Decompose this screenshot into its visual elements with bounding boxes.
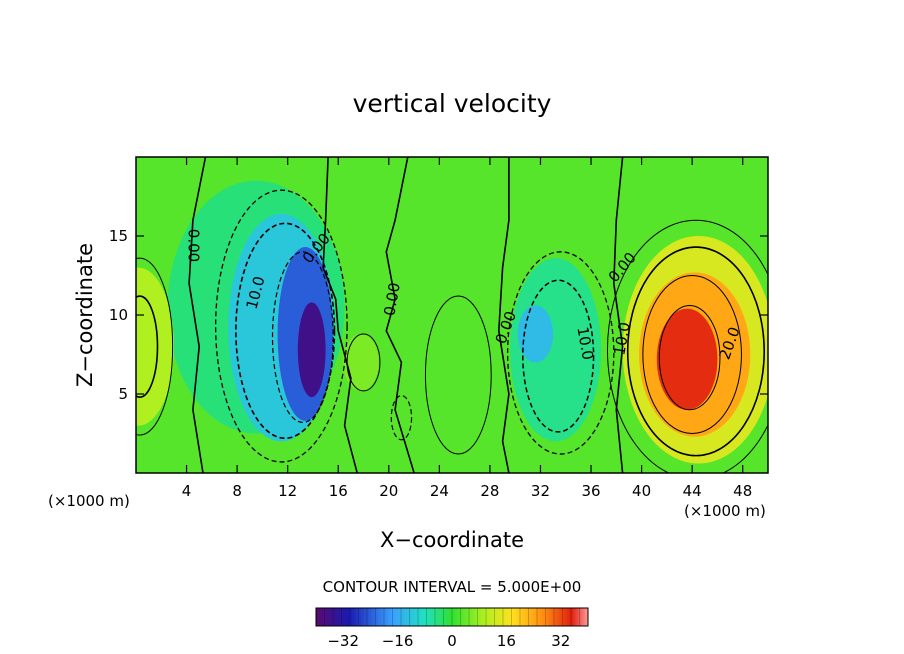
x-tick-label: 48 xyxy=(733,482,752,500)
colorbar-tick-label: 32 xyxy=(551,632,570,650)
contour-line-6 xyxy=(626,246,766,457)
field-region-10 xyxy=(343,333,379,391)
zero-contour-3 xyxy=(497,157,510,473)
x-tick-label: 12 xyxy=(278,482,297,500)
colorbar-gradient xyxy=(315,607,589,627)
contour-line-7 xyxy=(642,275,742,434)
colorbar-segments xyxy=(315,608,589,626)
contour-lines xyxy=(136,157,768,473)
x-tick-label: 40 xyxy=(632,482,651,500)
x-tick-label: 20 xyxy=(379,482,398,500)
y-tick-label: 15 xyxy=(109,227,128,245)
y-tick-label: 10 xyxy=(109,306,128,324)
contour-line-2 xyxy=(271,251,334,424)
x-ticks: 4 8 12 16 20 24 28 32 36 40 44 48 xyxy=(182,157,752,500)
zero-contour-2 xyxy=(385,157,415,473)
colorbar-tick-label: −16 xyxy=(382,632,414,650)
contour-line-10 xyxy=(136,295,159,398)
field-region-9 xyxy=(136,267,174,426)
zero-contour-0 xyxy=(188,157,207,473)
colorbar-ticks: −32 −16 0 16 32 xyxy=(327,632,570,650)
colorbar-tick-label: −32 xyxy=(327,632,359,650)
x-axis-label: X−coordinate xyxy=(380,528,524,552)
x-tick-label: 8 xyxy=(232,482,242,500)
field-region-3 xyxy=(297,302,326,398)
x-tick-label: 24 xyxy=(430,482,449,500)
x-tick-label: 16 xyxy=(329,482,348,500)
x-tick-label: 44 xyxy=(683,482,702,500)
colorbar: −32 −16 0 16 32 xyxy=(315,607,589,650)
x-unit-right: (×1000 m) xyxy=(684,502,766,520)
contour-line-5 xyxy=(606,219,768,473)
contour-label: 10.0 xyxy=(610,321,634,357)
field-region-5 xyxy=(517,305,554,363)
contour-label: 0.00 xyxy=(380,281,404,317)
x-tick-label: 28 xyxy=(480,482,499,500)
y-tick-label: 5 xyxy=(118,385,128,403)
zero-contour-1 xyxy=(322,157,358,473)
contour-label: 0.00 xyxy=(184,229,202,262)
x-unit-left: (×1000 m) xyxy=(48,492,130,510)
field-region-8 xyxy=(656,308,718,410)
contour-line-9 xyxy=(136,257,174,436)
chart-title: vertical velocity xyxy=(353,89,552,118)
contour-line-8 xyxy=(658,305,721,411)
contour-line-1 xyxy=(235,222,336,440)
velocity-field xyxy=(136,157,768,473)
contour-line-11 xyxy=(424,295,492,455)
colorbar-tick-label: 16 xyxy=(497,632,516,650)
contour-line-0 xyxy=(214,189,348,463)
y-ticks: 5 10 15 xyxy=(109,227,768,403)
contour-label: 10.0 xyxy=(573,325,597,361)
x-tick-label: 36 xyxy=(581,482,600,500)
colorbar-tick-label: 0 xyxy=(447,632,457,650)
contour-line-3 xyxy=(506,251,615,455)
contour-interval-note: CONTOUR INTERVAL = 5.000E+00 xyxy=(323,578,582,596)
zero-contour-4 xyxy=(612,157,624,473)
y-axis-label: Z−coordinate xyxy=(73,243,97,387)
contour-line-4 xyxy=(522,279,595,433)
x-tick-label: 4 xyxy=(182,482,192,500)
contour-line-13 xyxy=(390,394,413,441)
x-tick-label: 32 xyxy=(531,482,550,500)
